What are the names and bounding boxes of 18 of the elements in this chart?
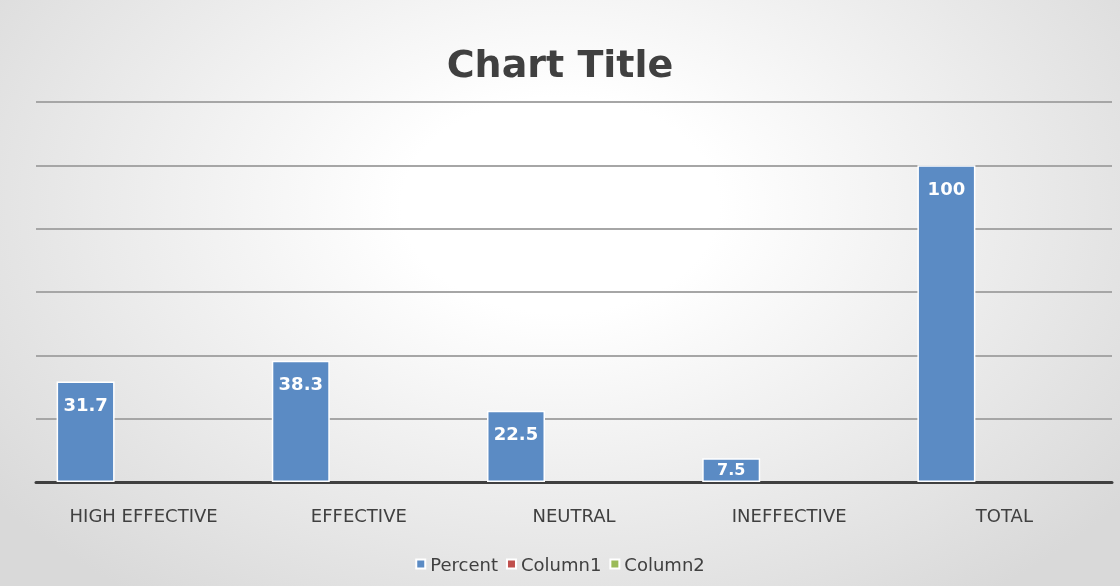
data-label: 22.5 bbox=[493, 423, 539, 445]
data-label: 7.5 bbox=[717, 459, 746, 479]
x-tick-label: NEUTRAL bbox=[532, 504, 616, 526]
bar bbox=[917, 165, 976, 482]
x-tick-label: TOTAL bbox=[974, 504, 1033, 526]
data-label: 31.7 bbox=[63, 394, 108, 416]
data-label: 100 bbox=[927, 177, 966, 199]
bar bbox=[487, 410, 545, 482]
data-label: 38.3 bbox=[278, 373, 324, 395]
bar bbox=[271, 360, 330, 482]
x-tick-label: EFFECTIVE bbox=[310, 504, 407, 526]
x-tick-label: INEFFECTIVE bbox=[731, 504, 847, 526]
legend-label: Column1 bbox=[520, 553, 602, 575]
legend-label: Percent bbox=[430, 553, 498, 575]
x-tick-label: HIGH EFFECTIVE bbox=[69, 504, 218, 526]
bar bbox=[56, 381, 115, 482]
legend-label: Column2 bbox=[624, 553, 705, 575]
chart-title: Chart Title bbox=[446, 42, 674, 86]
